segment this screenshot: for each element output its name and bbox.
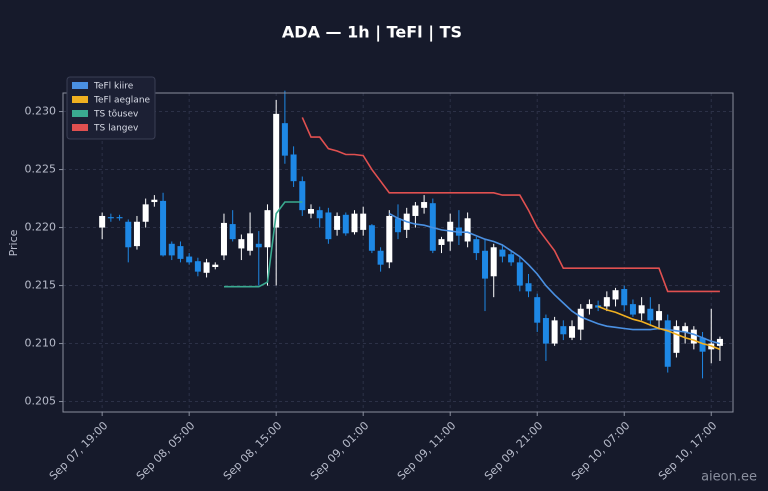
candle-body bbox=[186, 256, 193, 263]
candle-body bbox=[273, 113, 280, 228]
candle-body bbox=[125, 221, 132, 248]
candle-body bbox=[699, 337, 706, 352]
candle-body bbox=[212, 264, 219, 267]
candle-body bbox=[238, 239, 245, 249]
legend: TeFl kiire TeFl aeglane TS tõusev TS langev bbox=[66, 76, 156, 140]
legend-swatch bbox=[72, 96, 88, 103]
candle-body bbox=[151, 199, 158, 203]
candle-body bbox=[351, 213, 358, 233]
candle-body bbox=[612, 290, 619, 300]
candle-body bbox=[160, 200, 167, 256]
legend-label: TS tõusev bbox=[93, 110, 139, 120]
indicator-line bbox=[597, 305, 721, 351]
candle-body bbox=[395, 218, 401, 233]
y-tick-label: 0.230 bbox=[25, 105, 57, 118]
candle-body bbox=[516, 262, 523, 286]
candle-body bbox=[229, 224, 236, 240]
legend-swatch bbox=[72, 110, 88, 117]
candle-body bbox=[107, 217, 114, 219]
legend-swatch bbox=[72, 82, 88, 89]
candle-body bbox=[203, 262, 210, 273]
candle-body bbox=[438, 239, 445, 245]
candle-body bbox=[255, 243, 262, 248]
candle-body bbox=[569, 326, 576, 338]
candle-body bbox=[421, 202, 428, 208]
axes-frame bbox=[62, 92, 734, 413]
y-tick-label: 0.205 bbox=[25, 395, 57, 408]
candle-body bbox=[133, 221, 140, 247]
candle-body bbox=[99, 215, 106, 228]
candle-body bbox=[490, 247, 497, 277]
candle-body bbox=[360, 213, 367, 230]
candle-body bbox=[386, 215, 393, 263]
candle-body bbox=[247, 233, 254, 251]
candle-body bbox=[603, 297, 610, 307]
candle-body bbox=[342, 214, 349, 234]
candle-body bbox=[299, 181, 306, 211]
candle-body bbox=[412, 205, 419, 216]
candle-body bbox=[499, 249, 506, 257]
candle-body bbox=[638, 305, 645, 314]
legend-box bbox=[66, 76, 156, 140]
candle-body bbox=[629, 304, 636, 315]
candle-body bbox=[281, 123, 288, 156]
chart-title: ADA — 1h | TeFl | TS bbox=[282, 23, 462, 43]
y-tick-label: 0.210 bbox=[25, 337, 57, 350]
candle-body bbox=[551, 320, 558, 344]
candle-body bbox=[116, 217, 123, 219]
indicator-line bbox=[301, 117, 720, 293]
candle-body bbox=[664, 320, 671, 367]
candle-body bbox=[525, 283, 532, 292]
candle-body bbox=[682, 326, 689, 332]
candle-body bbox=[690, 329, 697, 344]
candle-body bbox=[586, 304, 593, 309]
legend-label: TeFl aeglane bbox=[93, 96, 151, 106]
candle-body bbox=[473, 239, 480, 254]
candle-body bbox=[577, 308, 584, 330]
candle-body bbox=[368, 225, 375, 251]
candle-body bbox=[621, 289, 628, 306]
candle-body bbox=[264, 210, 271, 248]
y-tick-label: 0.225 bbox=[25, 163, 57, 176]
plot-area bbox=[99, 90, 723, 379]
candle-body bbox=[542, 318, 549, 344]
candle-body bbox=[177, 246, 184, 259]
candle-body bbox=[508, 254, 515, 263]
candle-body bbox=[673, 326, 680, 353]
y-tick-label: 0.220 bbox=[25, 221, 57, 234]
candle-body bbox=[716, 338, 723, 346]
legend-swatch bbox=[72, 124, 88, 131]
candle-body bbox=[220, 222, 227, 256]
legend-label: TS langev bbox=[93, 124, 139, 134]
candle-body bbox=[316, 210, 323, 219]
candle-body bbox=[325, 212, 332, 240]
candle-body bbox=[307, 209, 314, 214]
candle-body bbox=[142, 204, 149, 222]
indicator-line bbox=[224, 201, 303, 288]
candle-body bbox=[377, 250, 384, 265]
candle-body bbox=[464, 218, 471, 242]
candle-body bbox=[290, 154, 297, 182]
candle-body bbox=[656, 311, 663, 321]
candle-body bbox=[334, 215, 341, 230]
candle-body bbox=[168, 243, 175, 256]
candle-body bbox=[482, 250, 489, 279]
y-axis-label: Price bbox=[7, 229, 20, 256]
y-tick-label: 0.215 bbox=[25, 279, 57, 292]
candle-body bbox=[194, 261, 201, 272]
legend-label: TeFl kiire bbox=[93, 82, 134, 92]
candle-body bbox=[560, 326, 567, 335]
watermark: aieon.ee bbox=[701, 470, 757, 485]
candle-body bbox=[534, 297, 541, 323]
candle-body bbox=[647, 308, 654, 321]
